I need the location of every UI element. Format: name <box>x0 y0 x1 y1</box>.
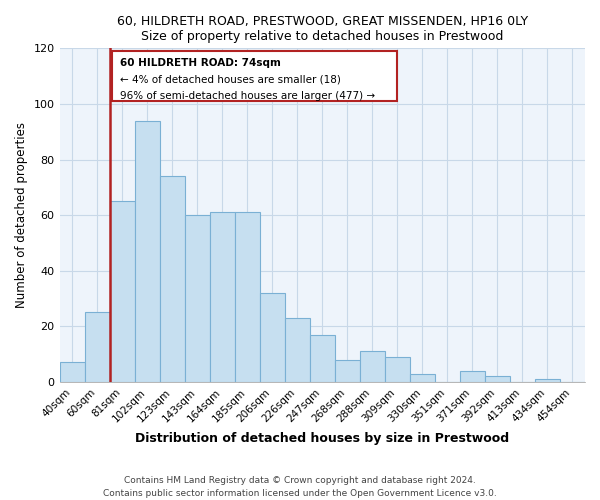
Bar <box>485 376 510 382</box>
Bar <box>235 212 260 382</box>
Bar <box>410 374 435 382</box>
Bar <box>59 362 85 382</box>
Bar <box>310 334 335 382</box>
Y-axis label: Number of detached properties: Number of detached properties <box>15 122 28 308</box>
Bar <box>460 371 485 382</box>
FancyBboxPatch shape <box>112 51 397 101</box>
Bar <box>535 379 560 382</box>
Text: 60 HILDRETH ROAD: 74sqm: 60 HILDRETH ROAD: 74sqm <box>119 58 280 68</box>
Text: 96% of semi-detached houses are larger (477) →: 96% of semi-detached houses are larger (… <box>119 92 375 102</box>
Title: 60, HILDRETH ROAD, PRESTWOOD, GREAT MISSENDEN, HP16 0LY
Size of property relativ: 60, HILDRETH ROAD, PRESTWOOD, GREAT MISS… <box>117 15 528 43</box>
Bar <box>110 201 134 382</box>
Bar <box>385 357 410 382</box>
Bar <box>185 215 209 382</box>
Bar <box>85 312 110 382</box>
Text: Contains HM Land Registry data © Crown copyright and database right 2024.
Contai: Contains HM Land Registry data © Crown c… <box>103 476 497 498</box>
Bar <box>335 360 360 382</box>
Bar <box>360 352 385 382</box>
Text: ← 4% of detached houses are smaller (18): ← 4% of detached houses are smaller (18) <box>119 74 340 85</box>
Bar <box>260 293 285 382</box>
Bar <box>160 176 185 382</box>
Bar <box>285 318 310 382</box>
X-axis label: Distribution of detached houses by size in Prestwood: Distribution of detached houses by size … <box>135 432 509 445</box>
Bar <box>134 120 160 382</box>
Bar <box>209 212 235 382</box>
